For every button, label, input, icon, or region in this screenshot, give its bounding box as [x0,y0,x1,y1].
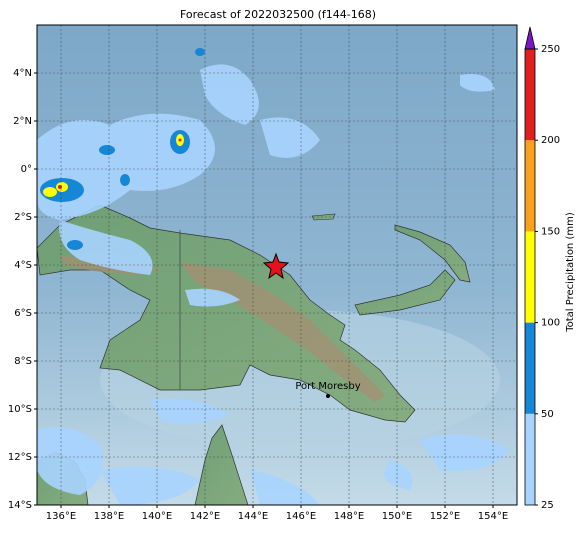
lon-tick-label: 138°E [94,511,124,522]
axis-ticks: 136°E 138°E 140°E 142°E 144°E 146°E 148°E 150°E… [8,68,508,522]
new-britain [354,269,456,316]
colorbar-segment [525,140,535,232]
lat-tick-label: 4°S [14,260,32,271]
colorbar-tick-label: 150 [541,226,560,237]
colorbar-segment [525,231,535,323]
lon-tick-label: 152°E [430,511,460,522]
colorbar-segment [525,322,535,414]
lon-tick-label: 150°E [382,511,412,522]
lat-tick-label: 2°N [13,116,32,127]
lat-tick-label: 4°N [13,68,32,79]
lon-tick-label: 144°E [238,511,268,522]
colorbar: 25 50 100 150 200 250 [524,26,560,511]
lon-tick-label: 146°E [286,511,316,522]
new-ireland [394,224,471,283]
lat-tick-label: 14°S [8,500,32,511]
colorbar-segment [525,413,535,505]
colorbar-segment [525,49,535,141]
island [311,213,336,221]
colorbar-tick-label: 50 [541,409,554,420]
lon-tick-label: 140°E [142,511,172,522]
colorbar-extend [524,26,536,50]
lat-tick-label: 10°S [8,404,32,415]
place-label: Port Moresby [295,381,360,392]
lat-tick-label: 2°S [14,212,32,223]
colorbar-tick-label: 250 [541,44,560,55]
lon-tick-label: 136°E [46,511,76,522]
location-star [262,252,290,280]
colorbar-label: Total Precipitation (mm) [565,212,576,333]
map-area: Port Moresby [37,25,517,505]
lat-tick-label: 8°S [14,356,32,367]
cape-york [194,424,249,505]
lon-tick-label: 142°E [190,511,220,522]
colorbar-tick-label: 25 [541,500,554,511]
lat-tick-label: 6°S [14,308,32,319]
lat-tick-label: 12°S [8,452,32,463]
colorbar-tick-label: 100 [541,318,560,329]
lat-tick-label: 0° [21,164,32,175]
place-dot [326,394,330,398]
lon-tick-label: 148°E [334,511,364,522]
title: Forecast of 2022032500 (f144-168) [180,8,376,21]
colorbar-frame [524,48,536,506]
grid [37,25,517,505]
colorbar-tick-label: 200 [541,135,560,146]
lon-tick-label: 154°E [478,511,508,522]
